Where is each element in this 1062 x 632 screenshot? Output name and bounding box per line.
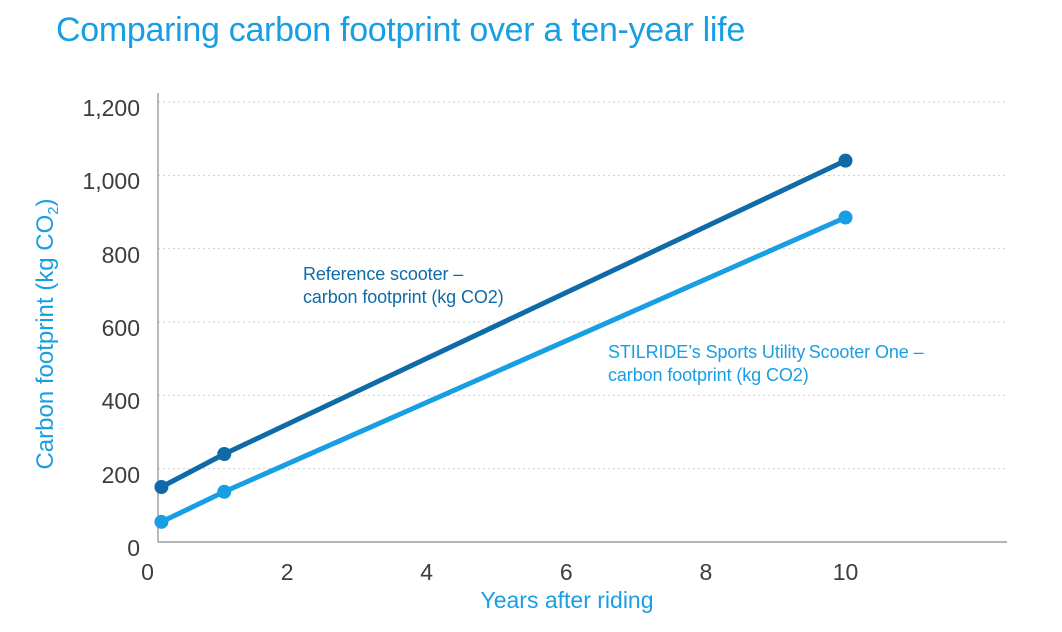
x-tick-label-0: 0 (141, 559, 154, 585)
y-tick-label-1,200: 1,200 (82, 95, 140, 121)
x-tick-label-8: 8 (699, 559, 713, 585)
annotation-stilride-scooter: STILRIDE’s Sports Utility Scooter One – … (608, 341, 924, 387)
x-axis-title: Years after riding (480, 587, 654, 613)
data-point-series1-1 (217, 484, 232, 499)
annotation-stilride-line1: STILRIDE’s Sports Utility Scooter One – (608, 342, 924, 362)
y-tick-label-400: 400 (101, 388, 140, 415)
x-tick-label-10: 10 (832, 559, 859, 585)
y-tick-label-600: 600 (101, 315, 140, 341)
data-point-series1-2 (838, 210, 853, 225)
data-point-series0-0 (154, 480, 169, 494)
data-point-series0-1 (217, 447, 232, 461)
data-point-series1-0 (154, 514, 169, 529)
annotation-reference-line2: carbon footprint (kg CO2) (303, 287, 504, 307)
y-tick-label-200: 200 (101, 461, 140, 488)
x-tick-label-4: 4 (420, 559, 434, 585)
data-point-series0-2 (838, 153, 853, 168)
annotation-reference-line1: Reference scooter – (303, 264, 464, 284)
y-tick-label-0: 0 (127, 535, 140, 561)
chart-title: Comparing carbon footprint over a ten-ye… (56, 11, 745, 49)
y-tick-label-800: 800 (101, 241, 140, 268)
x-tick-label-2: 2 (280, 559, 294, 585)
x-tick-label-6: 6 (559, 559, 573, 585)
annotation-reference-scooter: Reference scooter – carbon footprint (kg… (303, 263, 504, 309)
y-tick-label-1,000: 1,000 (82, 168, 140, 195)
annotation-stilride-line2: carbon footprint (kg CO2) (608, 365, 809, 385)
series-line-0 (158, 158, 848, 490)
